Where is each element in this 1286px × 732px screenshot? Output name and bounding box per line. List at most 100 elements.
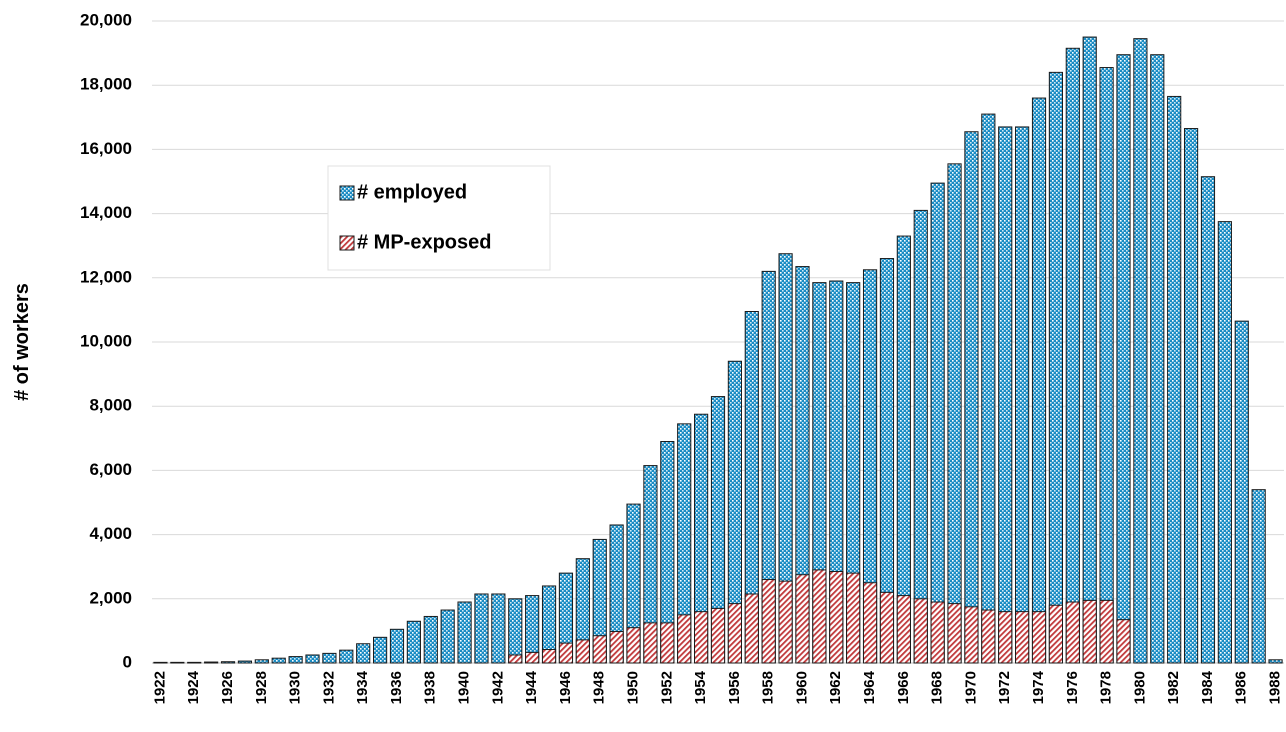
y-tick-label: 10,000 bbox=[80, 331, 132, 350]
x-tick-label: 1988 bbox=[1267, 671, 1284, 704]
bar bbox=[322, 652, 337, 664]
x-tick-label: 1954 bbox=[692, 670, 709, 704]
x-tick-label: 1944 bbox=[523, 670, 540, 704]
x-tick-label: 1938 bbox=[422, 671, 439, 704]
bar bbox=[592, 635, 607, 664]
y-tick-label: 2,000 bbox=[89, 588, 132, 607]
bar bbox=[761, 579, 776, 664]
bar bbox=[862, 582, 878, 664]
bar bbox=[170, 661, 185, 664]
bar bbox=[930, 601, 945, 664]
x-tick-label: 1948 bbox=[591, 671, 608, 704]
bar bbox=[406, 620, 421, 664]
bar bbox=[846, 572, 861, 664]
bar bbox=[744, 593, 759, 664]
bar bbox=[508, 654, 523, 664]
y-tick-label: 6,000 bbox=[89, 460, 132, 479]
x-tick-label: 1982 bbox=[1165, 671, 1182, 704]
y-tick-label: 4,000 bbox=[89, 524, 132, 543]
bar bbox=[778, 580, 793, 664]
legend-box bbox=[327, 165, 551, 271]
legend-label: # MP-exposed bbox=[357, 231, 491, 253]
bar bbox=[710, 607, 726, 664]
y-axis-title: # of workers bbox=[11, 283, 33, 401]
bar bbox=[947, 163, 962, 664]
bar bbox=[930, 182, 945, 664]
x-tick-label: 1940 bbox=[456, 671, 473, 704]
legend-swatch bbox=[339, 235, 355, 251]
x-tick-label: 1928 bbox=[253, 671, 270, 704]
bar bbox=[491, 593, 506, 664]
x-tick-label: 1964 bbox=[861, 670, 878, 704]
bar bbox=[913, 209, 928, 664]
y-tick-label: 0 bbox=[123, 652, 132, 671]
bar bbox=[1015, 611, 1030, 664]
bar bbox=[1234, 320, 1249, 664]
bar bbox=[964, 131, 979, 664]
bar bbox=[1183, 128, 1199, 664]
bar bbox=[1031, 97, 1047, 664]
bar bbox=[288, 656, 303, 664]
bar bbox=[187, 661, 202, 664]
y-tick-label: 20,000 bbox=[80, 10, 132, 29]
bar bbox=[1217, 221, 1232, 664]
bar bbox=[795, 574, 810, 664]
x-tick-label: 1922 bbox=[151, 671, 168, 704]
bar bbox=[423, 615, 438, 664]
x-tick-label: 1956 bbox=[726, 671, 743, 704]
bar bbox=[558, 642, 574, 664]
bar bbox=[575, 639, 590, 664]
x-tick-label: 1936 bbox=[388, 671, 405, 704]
bar bbox=[1268, 659, 1283, 664]
bar bbox=[1015, 126, 1030, 664]
bar bbox=[440, 609, 455, 664]
x-tick-label: 1960 bbox=[793, 671, 810, 704]
bar bbox=[1082, 599, 1097, 664]
bar bbox=[1065, 47, 1080, 664]
y-tick-label: 16,000 bbox=[80, 139, 132, 158]
bar bbox=[474, 593, 489, 664]
y-tick-label: 12,000 bbox=[80, 267, 132, 286]
y-tick-label: 14,000 bbox=[80, 203, 132, 222]
bar bbox=[981, 609, 996, 664]
bar bbox=[727, 603, 742, 664]
bar bbox=[626, 627, 641, 664]
bar bbox=[1099, 599, 1114, 664]
bar bbox=[964, 606, 979, 664]
bar bbox=[1167, 95, 1182, 664]
bar bbox=[998, 611, 1013, 664]
x-tick-label: 1970 bbox=[962, 671, 979, 704]
y-tick-label: 8,000 bbox=[89, 396, 132, 415]
x-tick-label: 1966 bbox=[895, 671, 912, 704]
x-tick-label: 1962 bbox=[827, 671, 844, 704]
bar bbox=[829, 571, 844, 664]
bar bbox=[1133, 38, 1148, 664]
x-tick-label: 1950 bbox=[624, 671, 641, 704]
y-tick-label: 18,000 bbox=[80, 75, 132, 94]
bar bbox=[373, 636, 388, 664]
bar bbox=[457, 601, 472, 664]
x-tick-label: 1932 bbox=[320, 671, 337, 704]
legend-label: # employed bbox=[357, 181, 467, 203]
x-tick-label: 1980 bbox=[1131, 671, 1148, 704]
legend-swatch bbox=[339, 185, 355, 201]
bar bbox=[1116, 54, 1131, 664]
bar bbox=[305, 654, 320, 664]
bar bbox=[220, 661, 236, 664]
x-tick-label: 1930 bbox=[287, 671, 304, 704]
bar bbox=[1048, 604, 1063, 664]
bar bbox=[896, 595, 911, 664]
bar bbox=[1099, 67, 1114, 664]
bar bbox=[271, 657, 286, 664]
bar bbox=[643, 622, 658, 664]
bar bbox=[677, 614, 692, 664]
x-tick-label: 1934 bbox=[354, 670, 371, 704]
bar bbox=[356, 643, 371, 664]
bar bbox=[660, 622, 675, 664]
bar bbox=[879, 591, 895, 664]
x-tick-label: 1986 bbox=[1233, 671, 1250, 704]
bar bbox=[1150, 54, 1165, 664]
x-tick-label: 1978 bbox=[1098, 671, 1115, 704]
x-tick-label: 1958 bbox=[760, 671, 777, 704]
x-tick-label: 1972 bbox=[996, 671, 1013, 704]
